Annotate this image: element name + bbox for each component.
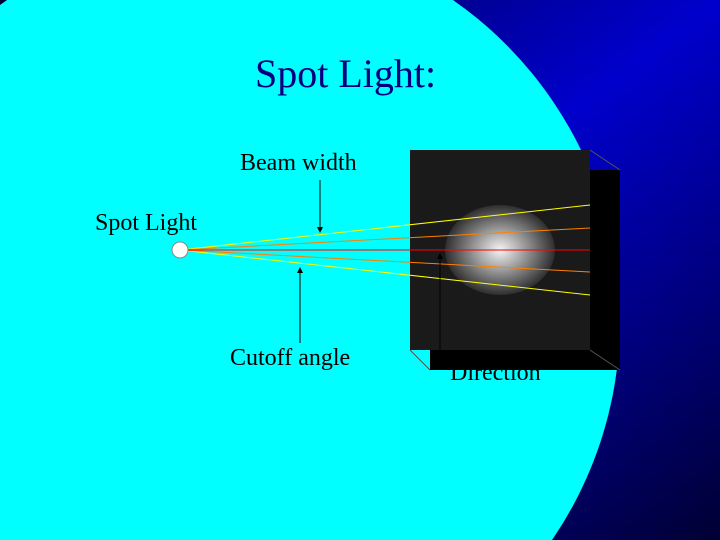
label-spot-light: Spot Light [95, 210, 197, 237]
label-direction: Direction [450, 360, 541, 387]
slide-title: Spot Light: [255, 50, 436, 97]
label-cutoff-angle: Cutoff angle [230, 345, 350, 372]
light-source [172, 242, 188, 258]
label-beam-width: Beam width [240, 150, 357, 177]
slide-stage: Spot Light: Beam width Spot Light Cutoff… [0, 0, 720, 540]
